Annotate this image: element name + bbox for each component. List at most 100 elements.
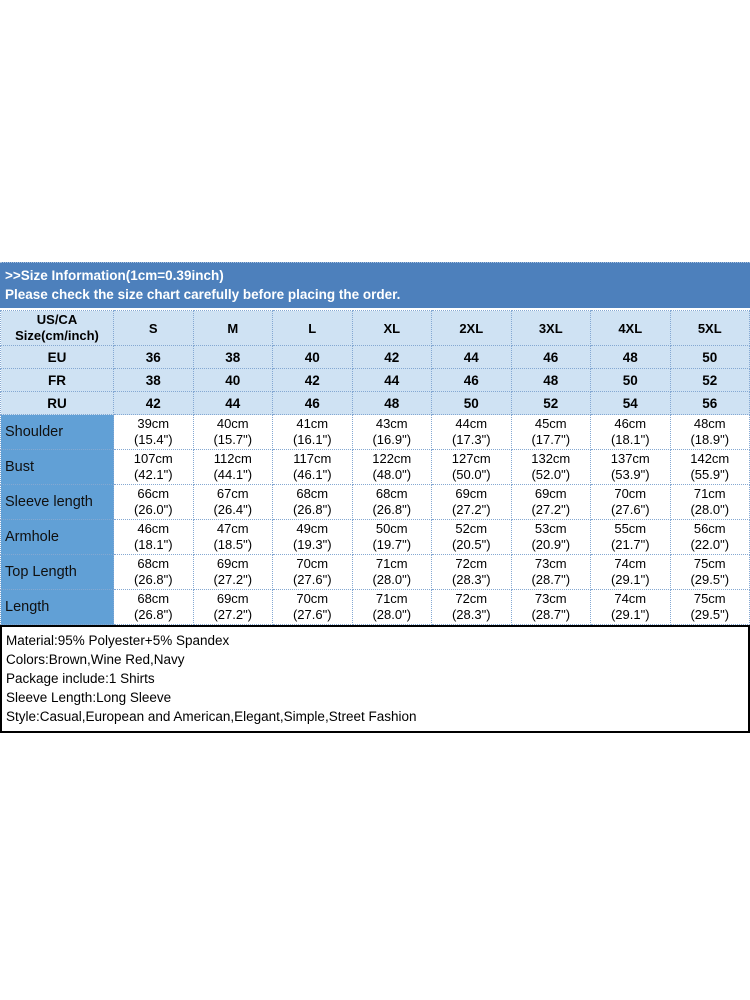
detail-line: Colors:Brown,Wine Red,Navy: [6, 652, 185, 667]
intl-size-cell: 50: [590, 368, 671, 392]
measure-value-cell: 69cm (27.2"): [192, 589, 273, 625]
measure-cm: 71cm: [693, 486, 726, 501]
measure-row: Sleeve length 66cm (26.0") 67cm (26.4") 68cm(…: [0, 484, 750, 520]
measure-inch: (18.9"): [690, 432, 730, 447]
measure-inch: (42.1"): [133, 467, 173, 482]
size-col-header: 4XL: [590, 310, 671, 346]
measure-cm: 40cm: [216, 416, 249, 431]
measure-inch: (28.0"): [690, 502, 730, 517]
measure-inch: (55.9"): [690, 467, 730, 482]
measure-value-cell: 67cm (26.4"): [192, 484, 273, 520]
measure-value-cell: 40cm (15.7"): [192, 414, 273, 450]
banner-warning: Please check the size chart carefully be…: [5, 287, 401, 302]
measure-value-cell: 48cm (18.9"): [669, 414, 750, 450]
measure-value-cell: 70cm (27.6"): [272, 554, 353, 590]
measure-value-cell: 70cm (27.6"): [272, 589, 353, 625]
intl-size-cell: 46: [272, 391, 353, 415]
measure-inch: (22.0"): [690, 537, 730, 552]
measure-inch: (16.1"): [292, 432, 332, 447]
measure-inch: (19.3"): [292, 537, 332, 552]
measure-row: Length 68cm (26.8") 69cm (27.2") 70cm (27.6") 7…: [0, 589, 750, 625]
measure-cm: 112cm: [213, 451, 252, 466]
measure-row-label: Shoulder: [0, 414, 114, 450]
intl-size-cell: 44: [431, 345, 512, 369]
measure-value-cell: 68cm (26.8"): [113, 589, 194, 625]
measure-inch: (26.8"): [372, 502, 412, 517]
measure-inch: (18.5"): [213, 537, 253, 552]
measure-inch: (53.9"): [610, 467, 650, 482]
measure-inch: (18.1"): [610, 432, 650, 447]
measure-cm: 55cm: [614, 521, 647, 536]
measure-cm: 56cm: [693, 521, 726, 536]
measure-inch: (52.0"): [531, 467, 571, 482]
measure-value-cell: 50cm (19.7"): [351, 519, 432, 555]
measure-value-cell: 66cm (26.0"): [113, 484, 194, 520]
measure-inch: (26.8"): [133, 607, 173, 622]
measure-row-label: Length: [0, 589, 114, 625]
measure-inch: (27.2"): [531, 502, 571, 517]
detail-line: Material:95% Polyester+5% Spandex: [6, 633, 230, 648]
measure-value-cell: 73cm (28.7"): [510, 589, 591, 625]
measure-inch: (16.9"): [372, 432, 412, 447]
measure-value-cell: 122cm (48.0"): [351, 449, 432, 485]
size-col-header: M: [192, 310, 273, 346]
measure-cm: 74cm: [614, 556, 647, 571]
measure-inch: (17.7"): [531, 432, 571, 447]
intl-size-cell: 42: [113, 391, 194, 415]
intl-size-cell: 40: [272, 345, 353, 369]
measure-row: Top Length 68cm (26.8") 69cm (27.2") 70cm (27.…: [0, 554, 750, 590]
measure-value-cell: 73cm (28.7"): [510, 554, 591, 590]
measure-cm: 75cm: [693, 591, 726, 606]
measure-value-cell: 69cm (27.2"): [431, 484, 512, 520]
measure-inch: (15.7"): [213, 432, 253, 447]
intl-size-row: FR 38 40 42 44 46 48 50 52: [0, 368, 750, 392]
detail-line: Sleeve Length:Long Sleeve: [6, 690, 172, 705]
measure-row-label: Sleeve length: [0, 484, 114, 520]
measure-cm: 52cm: [455, 521, 488, 536]
measure-cm: 68cm: [137, 556, 170, 571]
intl-row-label: EU: [0, 345, 114, 369]
measure-value-cell: 68cm (26.8"): [351, 484, 432, 520]
measure-cm: 127cm: [451, 451, 491, 466]
intl-size-cell: 56: [669, 391, 750, 415]
measure-cm: 43cm: [375, 416, 408, 431]
measure-cm: 69cm: [216, 556, 249, 571]
measure-cm: 122cm: [372, 451, 412, 466]
measure-cm: 68cm: [296, 486, 329, 501]
measure-inch: (15.4"): [133, 432, 173, 447]
corner-line-1: US/CA: [36, 312, 78, 327]
measure-value-cell: 68cm (26.8"): [113, 554, 194, 590]
measure-cm: 48cm: [693, 416, 726, 431]
measure-value-cell: 56cm (22.0"): [669, 519, 750, 555]
intl-size-cell: 52: [669, 368, 750, 392]
measure-inch: (27.2"): [451, 502, 491, 517]
intl-size-cell: 44: [351, 368, 432, 392]
measure-inch: (28.0"): [372, 572, 412, 587]
measure-cm: 107cm: [133, 451, 173, 466]
measure-value-cell: 53cm (20.9"): [510, 519, 591, 555]
measure-inch: (27.2"): [213, 572, 253, 587]
banner-title: >>Size Information(1cm=0.39inch): [5, 268, 224, 283]
measure-value-cell: 52cm (20.5"): [431, 519, 512, 555]
measure-cm: 73cm: [534, 591, 567, 606]
corner-header-cell: US/CA Size(cm/inch): [0, 310, 114, 346]
measure-inch: (29.1"): [610, 572, 650, 587]
intl-size-cell: 40: [192, 368, 273, 392]
measure-cm: 44cm: [455, 416, 488, 431]
measure-inch: (26.4"): [213, 502, 253, 517]
measure-value-cell: 45cm (17.7"): [510, 414, 591, 450]
measure-cm: 71cm: [375, 556, 408, 571]
measure-inch: (44.1"): [213, 467, 253, 482]
measure-inch: (27.6"): [610, 502, 650, 517]
measure-inch: (26.8"): [292, 502, 332, 517]
measure-cm: 39cm: [137, 416, 170, 431]
measure-cm: 68cm: [137, 591, 170, 606]
intl-size-cell: 50: [669, 345, 750, 369]
measure-value-cell: 49cm (19.3"): [272, 519, 353, 555]
intl-row-label: RU: [0, 391, 114, 415]
measure-value-cell: 69cm (27.2"): [192, 554, 273, 590]
measure-row: Armhole 46cm (18.1") 47cm (18.5") 49cm (19.3")…: [0, 519, 750, 555]
measure-value-cell: 74cm (29.1"): [590, 554, 671, 590]
measure-value-cell: 71cm (28.0"): [669, 484, 750, 520]
measure-value-cell: 142cm (55.9"): [669, 449, 750, 485]
